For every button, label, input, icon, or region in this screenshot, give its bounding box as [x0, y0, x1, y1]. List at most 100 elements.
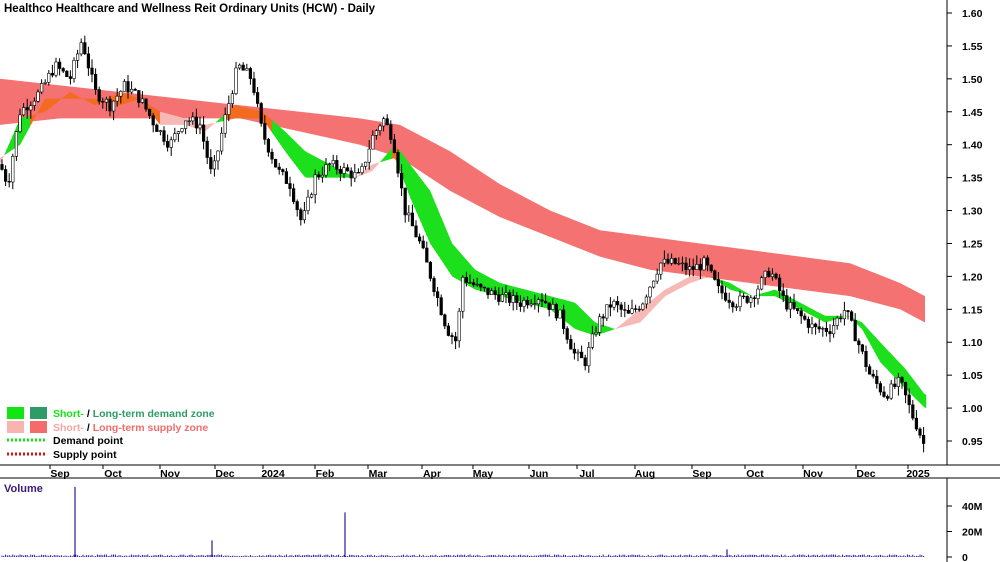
candle-body: [619, 304, 623, 310]
short-band-segment: [434, 200, 437, 253]
short-band-segment: [628, 317, 631, 326]
legend-swatch-short-demand: [7, 407, 24, 419]
short-band-segment: [314, 156, 317, 178]
short-band-segment: [240, 106, 243, 119]
candle-body: [220, 132, 224, 152]
short-band-segment: [278, 125, 281, 145]
short-band-segment: [34, 114, 37, 119]
short-band-segment: [752, 295, 755, 297]
short-band-segment: [606, 326, 609, 332]
candle-body: [842, 310, 846, 320]
short-band-segment: [282, 128, 285, 150]
short-band-segment: [316, 157, 319, 178]
short-band-segment: [766, 291, 769, 297]
short-band-segment: [296, 142, 299, 169]
candle-body: [713, 270, 717, 280]
short-band-segment: [50, 98, 53, 108]
candle-body: [479, 283, 483, 288]
candle-body: [594, 332, 598, 335]
candle-body: [212, 160, 217, 170]
short-band-segment: [26, 116, 29, 134]
short-band-segment: [286, 132, 289, 156]
candle-body: [486, 287, 490, 296]
candle-body: [238, 64, 242, 69]
short-band-segment: [172, 114, 175, 125]
short-band-segment: [436, 205, 439, 256]
xtick-label: Dec: [215, 468, 234, 480]
short-band-segment: [346, 172, 349, 178]
short-band-segment: [242, 106, 245, 119]
candle-body: [576, 351, 580, 354]
vtick-label: 40M: [962, 501, 983, 513]
short-band-segment: [388, 150, 391, 160]
candle-body: [691, 266, 695, 270]
short-band-segment: [694, 276, 697, 282]
candle-body: [273, 158, 278, 168]
short-band-segment: [244, 107, 247, 119]
short-band-segment: [384, 155, 387, 161]
short-band-segment: [634, 312, 637, 325]
short-band-segment: [158, 110, 161, 125]
short-band-segment: [708, 276, 711, 277]
candle-body: [223, 114, 227, 134]
candle-body: [248, 68, 253, 79]
short-band-segment: [666, 288, 669, 296]
candle-body: [349, 170, 353, 179]
candle-body: [893, 383, 897, 387]
candle-body: [396, 152, 400, 174]
short-band-segment: [658, 293, 661, 304]
short-band-segment: [432, 195, 435, 250]
candle-body: [104, 98, 108, 103]
short-band-segment: [916, 383, 919, 402]
candle-body: [860, 344, 864, 352]
short-band-segment: [764, 292, 767, 297]
short-band-segment: [614, 328, 617, 330]
short-band-segment: [412, 167, 415, 207]
short-band-segment: [608, 326, 611, 332]
short-band-segment: [588, 315, 591, 334]
candle-body: [180, 128, 184, 132]
short-band-segment: [864, 324, 867, 337]
short-band-segment: [804, 304, 807, 313]
candle-body: [309, 194, 314, 198]
short-band-segment: [748, 293, 751, 296]
candle-body: [788, 302, 792, 310]
candle-body: [338, 169, 343, 174]
long-term-supply-zone: [0, 78, 925, 323]
short-band-segment: [22, 117, 25, 141]
short-band-segment: [236, 105, 239, 119]
short-band-segment: [584, 311, 587, 333]
short-band-segment: [52, 98, 55, 107]
candle-body: [327, 163, 332, 165]
short-band-segment: [590, 317, 593, 335]
candle-body: [525, 299, 530, 306]
ytick-label: 1.10: [962, 337, 983, 349]
short-band-segment: [58, 98, 61, 102]
candle-body: [803, 315, 807, 320]
candle-body: [335, 160, 339, 170]
candle-body: [518, 302, 522, 307]
short-band-segment: [460, 252, 463, 283]
candle-body: [597, 316, 602, 333]
short-band-segment: [78, 96, 81, 99]
candle-body: [266, 139, 271, 153]
candle-body: [241, 64, 245, 71]
candle-body: [720, 285, 724, 294]
candle-body: [749, 297, 753, 303]
short-band-segment: [74, 94, 77, 99]
candle-body: [608, 304, 612, 308]
candle-body: [450, 335, 454, 338]
candle-body: [626, 309, 630, 314]
short-band-segment: [726, 281, 729, 289]
candle-body: [320, 174, 325, 178]
short-band-segment: [182, 117, 185, 125]
short-band-segment: [442, 219, 445, 265]
candle-body: [119, 91, 123, 97]
short-band-segment: [320, 159, 323, 178]
candle-body: [169, 139, 173, 148]
candle-body: [882, 391, 886, 397]
short-band-segment: [812, 309, 815, 317]
candle-body: [806, 318, 810, 328]
short-band-segment: [266, 115, 269, 127]
